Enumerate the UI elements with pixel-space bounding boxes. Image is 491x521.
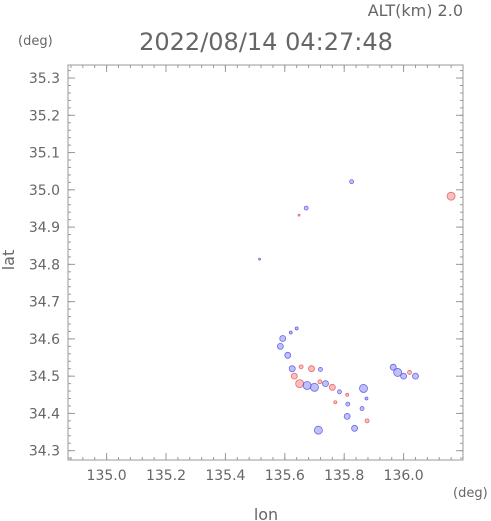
data-point <box>308 365 315 373</box>
x-tick-label: 135.2 <box>146 468 186 484</box>
y-tick-label: 34.6 <box>29 332 60 348</box>
data-point <box>389 363 397 371</box>
data-point <box>349 179 355 185</box>
data-point <box>333 400 338 405</box>
data-point <box>303 205 309 211</box>
y-tick-label: 35.2 <box>29 108 60 124</box>
data-point <box>298 364 304 370</box>
y-tick-label: 34.5 <box>29 369 60 385</box>
y-tick-label: 35.1 <box>29 146 60 162</box>
data-point <box>345 401 351 407</box>
data-point <box>412 372 419 380</box>
chart-title: 2022/08/14 04:27:48 <box>139 28 393 56</box>
plot-frame <box>67 64 464 461</box>
y-tick-label: 35.0 <box>29 183 60 199</box>
data-point <box>317 379 323 385</box>
data-point <box>343 413 351 420</box>
y-tick-label: 35.3 <box>29 71 60 87</box>
data-point <box>279 335 287 342</box>
data-points <box>258 179 456 435</box>
x-tick-label: 135.6 <box>265 468 305 484</box>
x-tick-label: 135.0 <box>87 468 127 484</box>
data-point <box>446 191 456 201</box>
y-tick-label: 34.3 <box>29 444 60 460</box>
data-point <box>407 370 412 375</box>
x-tick-label: 135.4 <box>205 468 245 484</box>
y-tick-label: 34.8 <box>29 257 60 273</box>
data-point <box>337 389 342 395</box>
data-point <box>295 379 305 389</box>
data-point <box>288 365 296 373</box>
altitude-label: ALT(km) 2.0 <box>368 1 463 20</box>
y-tick-label: 34.9 <box>29 220 60 236</box>
data-point <box>284 351 292 359</box>
x-tick-label: 136.0 <box>384 468 424 484</box>
data-point <box>302 381 312 390</box>
data-point <box>297 213 301 217</box>
data-point <box>345 392 350 397</box>
y-unit-label: (deg) <box>18 34 53 49</box>
y-axis-label: lat <box>0 250 18 271</box>
data-point <box>364 396 369 401</box>
data-point <box>359 384 368 393</box>
axis-ticks: 34.3 34.4 34.5 34.6 34.7 34.8 34.9 35.0 35.1 35.2… <box>29 65 464 484</box>
data-point <box>294 326 299 331</box>
x-axis-label: lon <box>254 505 278 521</box>
data-point <box>310 382 319 392</box>
data-point <box>400 372 408 380</box>
data-point <box>276 342 284 350</box>
y-tick-label: 34.7 <box>29 295 60 311</box>
data-point <box>313 425 323 435</box>
x-unit-label: (deg) <box>453 486 488 501</box>
data-point <box>288 330 293 335</box>
data-point <box>364 418 370 424</box>
data-point <box>393 368 403 377</box>
data-point <box>322 380 329 388</box>
data-point <box>318 367 323 372</box>
data-point <box>290 372 298 380</box>
x-tick-label: 135.8 <box>324 468 364 484</box>
data-point <box>258 257 261 261</box>
y-tick-label: 34.4 <box>29 406 60 422</box>
data-point <box>328 383 336 391</box>
data-point <box>359 406 365 411</box>
data-point <box>351 424 358 432</box>
